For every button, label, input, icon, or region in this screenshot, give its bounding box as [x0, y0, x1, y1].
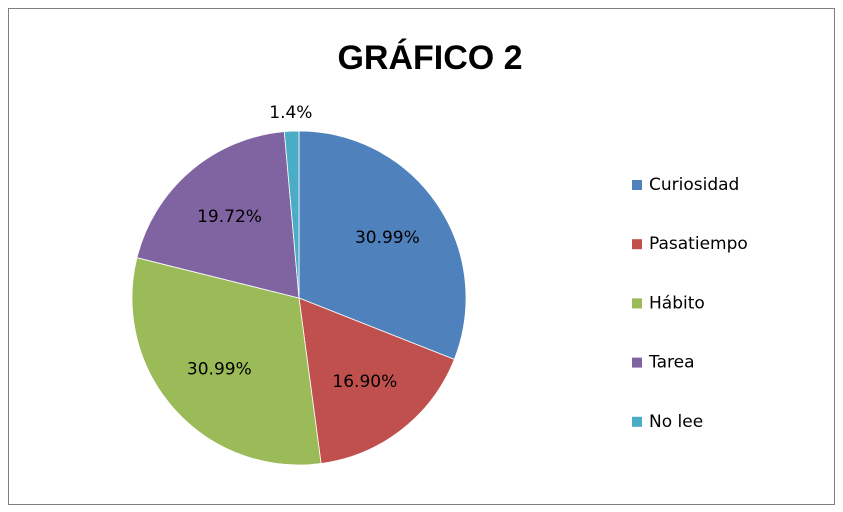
data-label: 16.90% [332, 372, 397, 392]
legend-swatch [632, 357, 642, 368]
data-label: 30.99% [187, 359, 252, 379]
legend-label: Tarea [648, 353, 694, 373]
pie-slice [136, 131, 300, 299]
data-label: 19.72% [197, 207, 262, 227]
pie-slice [298, 130, 467, 360]
legend-label: No lee [649, 412, 703, 432]
legend-swatch [632, 180, 642, 190]
pie-slice [131, 257, 322, 466]
data-label: 1.4% [269, 103, 312, 123]
chart-title: GRÁFICO 2 [337, 39, 522, 77]
data-label: 30.99% [355, 228, 420, 248]
pie-slice [298, 297, 455, 464]
legend-swatch [632, 239, 642, 250]
legend-label: Hábito [649, 293, 705, 313]
legend-label: Pasatiempo [649, 234, 748, 254]
pie-slice [283, 130, 300, 299]
legend-label: Curiosidad [649, 175, 739, 195]
legend-swatch [632, 298, 642, 309]
legend-swatch [632, 416, 642, 427]
